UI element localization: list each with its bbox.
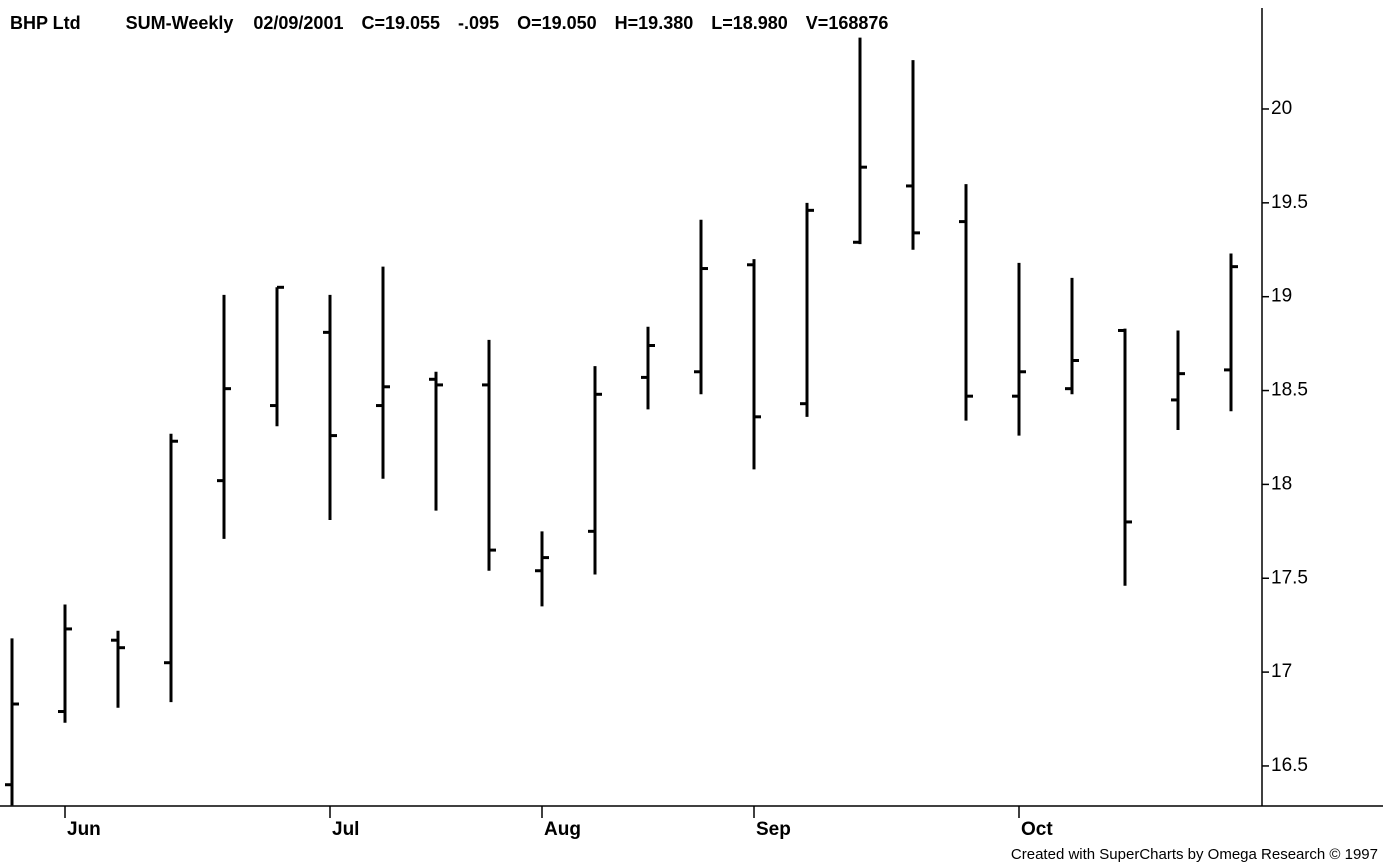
y-tick-label: 19 xyxy=(1271,286,1292,307)
y-tick-label: 18.5 xyxy=(1271,380,1308,401)
x-tick-label: Sep xyxy=(756,819,791,840)
x-tick-label: Oct xyxy=(1021,819,1053,840)
header-item: -.095 xyxy=(458,13,499,33)
y-tick-label: 18 xyxy=(1271,473,1292,494)
header-item: BHP Ltd xyxy=(10,13,81,33)
x-tick-label: Jun xyxy=(67,819,101,840)
y-tick-label: 17.5 xyxy=(1271,567,1308,588)
header-item: SUM-Weekly xyxy=(126,13,234,33)
header-item: 02/09/2001 xyxy=(253,13,343,33)
header-item: H=19.380 xyxy=(615,13,694,33)
x-tick-label: Jul xyxy=(332,819,359,840)
y-tick-label: 16.5 xyxy=(1271,755,1308,776)
x-tick-label: Aug xyxy=(544,819,581,840)
footer: Created with SuperCharts by Omega Resear… xyxy=(1011,846,1378,863)
header-item: C=19.055 xyxy=(361,13,440,33)
header-item: V=168876 xyxy=(806,13,889,33)
header-item: O=19.050 xyxy=(517,13,597,33)
y-tick-label: 20 xyxy=(1271,98,1292,119)
y-tick-label: 19.5 xyxy=(1271,192,1308,213)
y-tick-label: 17 xyxy=(1271,661,1292,682)
header-item: L=18.980 xyxy=(711,13,788,33)
